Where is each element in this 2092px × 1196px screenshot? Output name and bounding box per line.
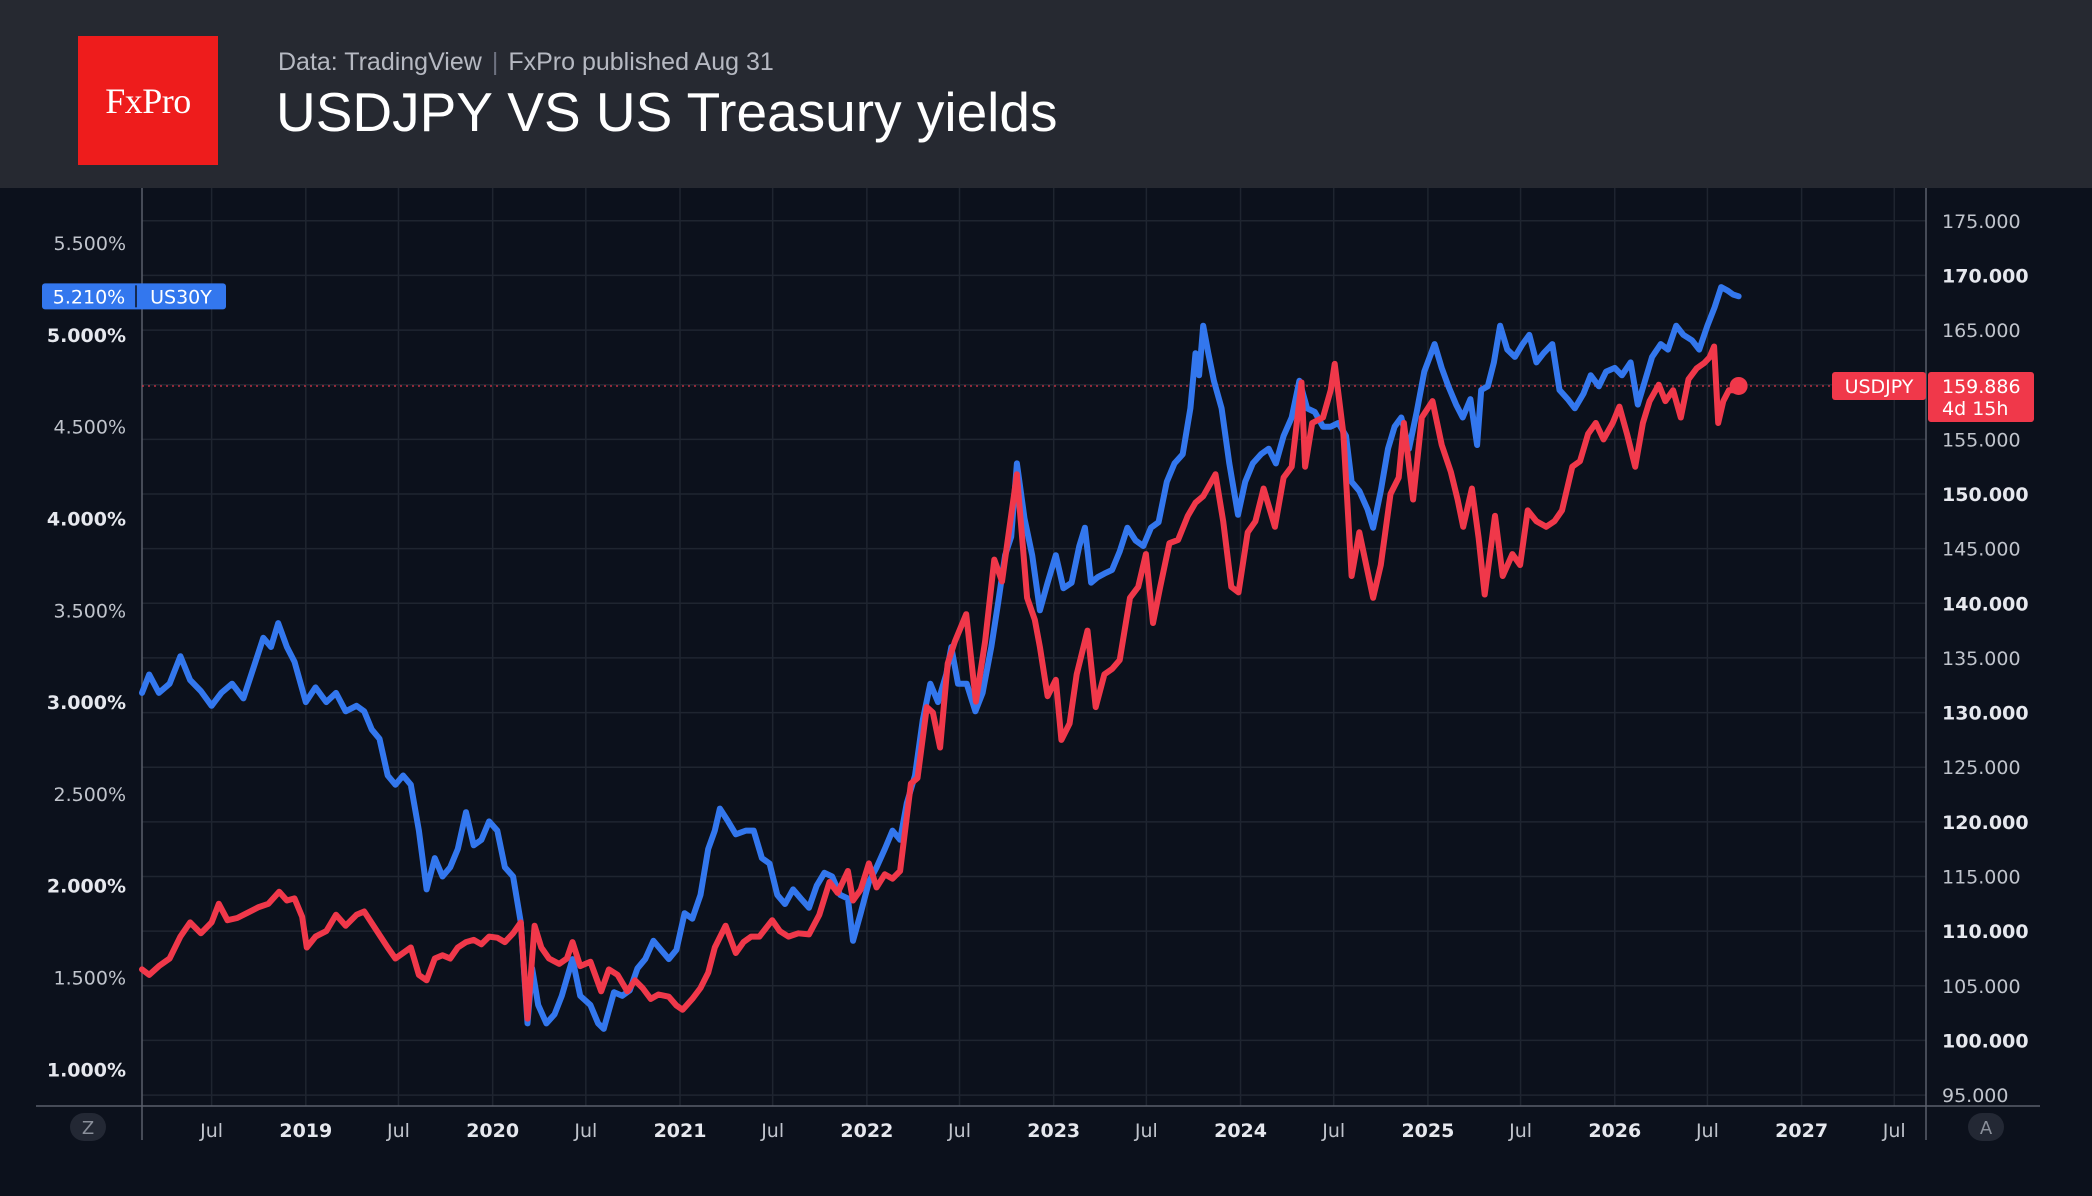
usdjpy-last-point bbox=[1729, 376, 1748, 395]
right-axis-tick-label: 115.000 bbox=[1942, 867, 2021, 889]
right-axis-tick-label: 135.000 bbox=[1942, 648, 2021, 670]
x-axis-tick-label: 2019 bbox=[279, 1120, 332, 1142]
left-axis-tick-label: 5.000% bbox=[47, 325, 126, 347]
left-axis-tick-label: 5.500% bbox=[54, 233, 126, 255]
right-axis-tick-label: 145.000 bbox=[1942, 539, 2021, 561]
right-axis-tick-label: 130.000 bbox=[1942, 703, 2029, 725]
x-axis-tick-label: Jul bbox=[1134, 1120, 1158, 1142]
us30y-price-tag: 5.210% US30Y bbox=[42, 283, 226, 310]
right-axis-tick-label: 170.000 bbox=[1942, 265, 2029, 287]
data-source-text: Data: TradingView bbox=[278, 48, 482, 76]
zoom-toggle-left-label: Z bbox=[82, 1118, 94, 1139]
us30y-tag-bg bbox=[42, 283, 226, 310]
chart[interactable]: 1.000% 1.500% 2.000% 2.500% 3.000% 3.500% 4.00… bbox=[0, 188, 2092, 1196]
left-axis-tick-label: 4.000% bbox=[47, 508, 126, 530]
us30y-last-value: 5.210% bbox=[53, 286, 125, 308]
right-axis-tick-label: 125.000 bbox=[1942, 757, 2021, 779]
auto-scale-toggle-label: A bbox=[1980, 1118, 1993, 1139]
x-axis-tick-label: 2023 bbox=[1027, 1120, 1080, 1142]
page-title: USDJPY VS US Treasury yields bbox=[276, 81, 1058, 143]
x-axis-tick-label: Jul bbox=[573, 1120, 597, 1142]
separator: | bbox=[491, 48, 499, 76]
subtitle: Data: TradingView | FxPro published Aug 31 bbox=[278, 48, 774, 77]
usdjpy-name-bg bbox=[1832, 371, 1926, 400]
usdjpy-last-value: 159.886 bbox=[1942, 376, 2021, 398]
left-axis-tick-label: 3.500% bbox=[54, 600, 126, 622]
right-axis-tick-label: 100.000 bbox=[1942, 1030, 2029, 1052]
us30y-series-name: US30Y bbox=[150, 286, 212, 308]
right-axis-tick-label: 175.000 bbox=[1942, 211, 2021, 233]
left-axis-tick-label: 4.500% bbox=[54, 417, 126, 439]
x-axis-tick-label: 2027 bbox=[1775, 1120, 1828, 1142]
right-axis-tick-label: 95.000 bbox=[1942, 1085, 2008, 1107]
header: FxPro Data: TradingView | FxPro published … bbox=[0, 0, 2092, 188]
x-axis-tick-label: Jul bbox=[1508, 1120, 1532, 1142]
x-axis-tick-label: Jul bbox=[1882, 1120, 1906, 1142]
zoom-toggle-left-bg bbox=[70, 1113, 106, 1141]
x-axis-tick-label: Jul bbox=[947, 1120, 971, 1142]
x-axis-tick-label: Jul bbox=[1321, 1120, 1345, 1142]
x-axis-tick-label: Jul bbox=[386, 1120, 410, 1142]
right-axis-tick-label: 120.000 bbox=[1942, 812, 2029, 834]
auto-scale-toggle[interactable]: A bbox=[1968, 1113, 2004, 1141]
x-axis-tick-label: 2022 bbox=[840, 1120, 893, 1142]
x-axis-tick-label: 2020 bbox=[466, 1120, 519, 1142]
published-text: FxPro published Aug 31 bbox=[508, 48, 774, 76]
right-axis-tick-label: 105.000 bbox=[1942, 976, 2021, 998]
series-line-usdjpy bbox=[139, 343, 1742, 1022]
logo-text: FxPro bbox=[105, 80, 191, 121]
right-axis-tick-label: 110.000 bbox=[1942, 921, 2029, 943]
right-axis-tick-label: 155.000 bbox=[1942, 429, 2021, 451]
left-axis-tick-label: 3.000% bbox=[47, 692, 126, 714]
x-axis-tick-label: Jul bbox=[760, 1120, 784, 1142]
x-axis-tick-label: Jul bbox=[1695, 1120, 1719, 1142]
left-axis-tick-label: 1.000% bbox=[47, 1059, 126, 1081]
right-axis-tick-label: 165.000 bbox=[1942, 320, 2021, 342]
left-axis-tick-label: 1.500% bbox=[54, 967, 126, 989]
usdjpy-value-bg bbox=[1928, 371, 2034, 422]
usdjpy-series-name: USDJPY bbox=[1845, 376, 1914, 398]
series-line-us30y bbox=[139, 284, 1742, 1032]
left-axis-tick-label: 2.500% bbox=[54, 784, 126, 806]
x-axis-tick-label: 2026 bbox=[1588, 1120, 1641, 1142]
auto-scale-toggle-bg bbox=[1968, 1113, 2004, 1141]
grid-lines bbox=[142, 188, 1926, 1106]
right-axis-tick-label: 150.000 bbox=[1942, 484, 2029, 506]
x-axis-tick-label: 2025 bbox=[1401, 1120, 1454, 1142]
zoom-toggle-left[interactable]: Z bbox=[70, 1113, 106, 1141]
x-axis-tick-label: 2021 bbox=[654, 1120, 707, 1142]
x-axis-tick-label: 2024 bbox=[1214, 1120, 1267, 1142]
left-axis-tick-label: 2.000% bbox=[47, 876, 126, 898]
usdjpy-countdown: 4d 15h bbox=[1942, 398, 2008, 420]
right-axis-tick-label: 140.000 bbox=[1942, 593, 2029, 615]
x-axis-tick-label: Jul bbox=[199, 1120, 223, 1142]
fxpro-logo: FxPro bbox=[78, 36, 218, 165]
